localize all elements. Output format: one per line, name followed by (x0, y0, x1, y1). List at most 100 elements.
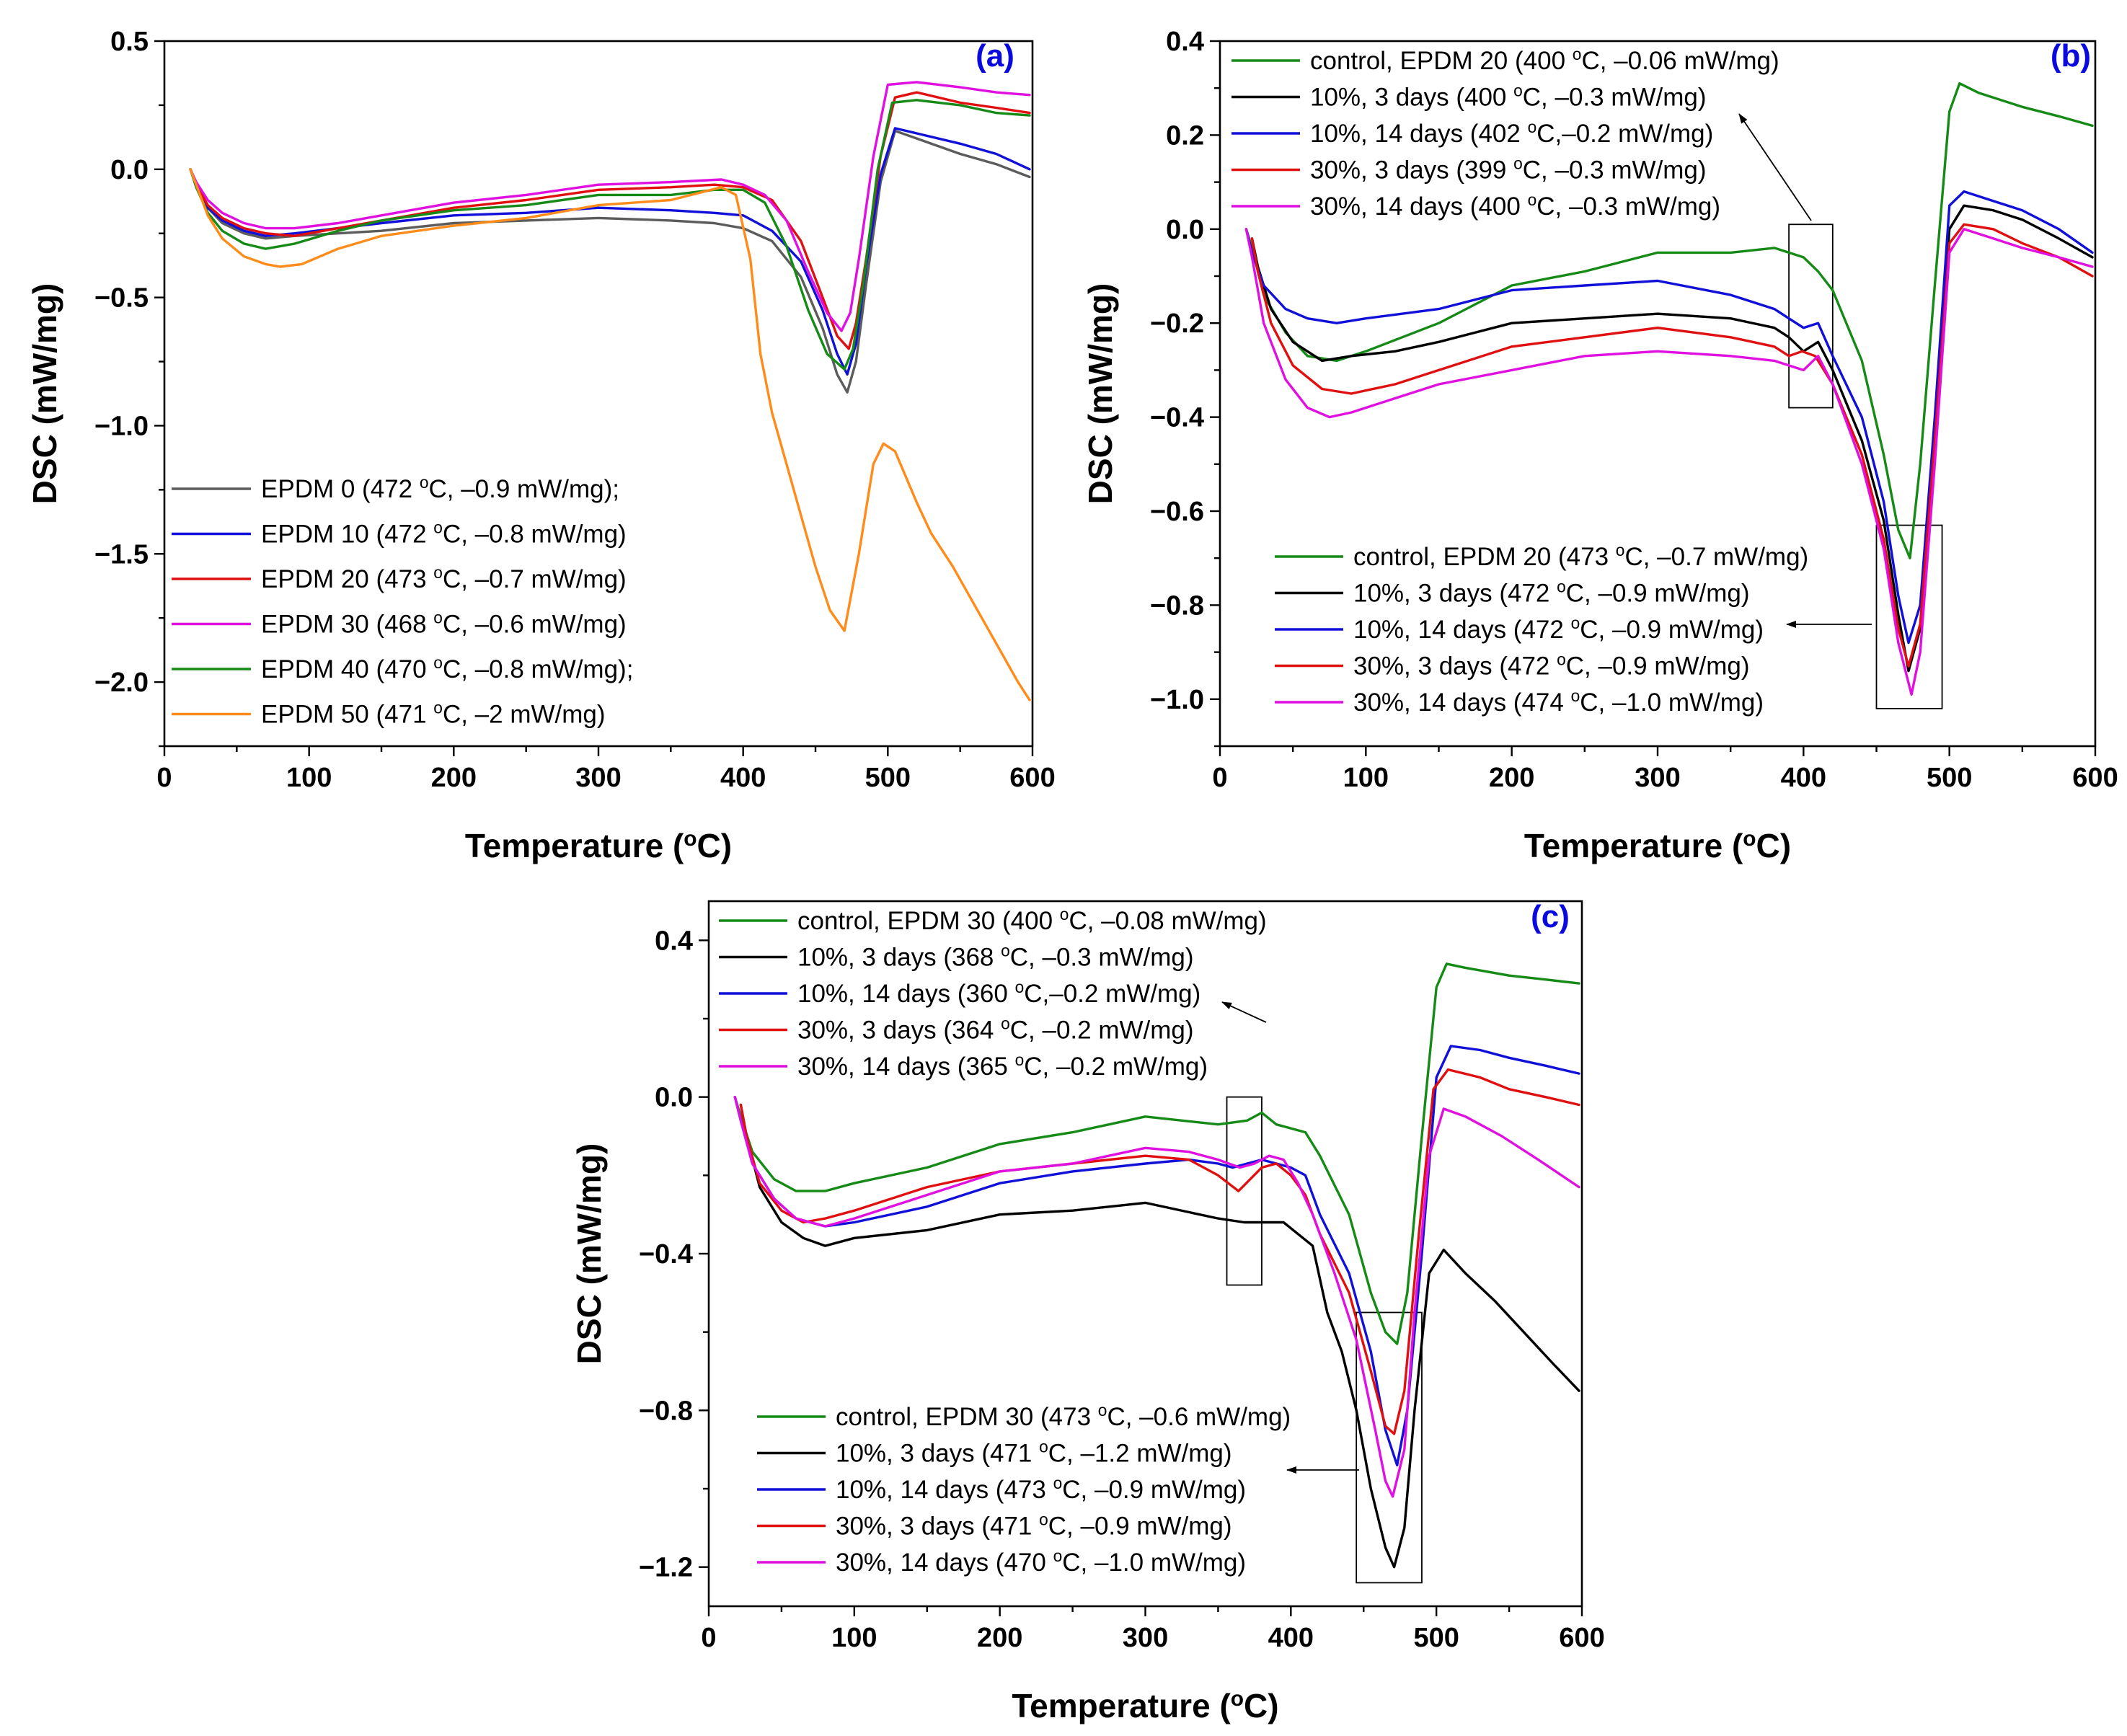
series-line-10-3-days (739, 1103, 1580, 1569)
x-tick-label: 100 (286, 763, 332, 793)
legend-entry-label: 30%, 3 days (364 oC, –0.2 mW/mg) (797, 1014, 1194, 1045)
series-line-epdm-30 (189, 81, 1031, 332)
series-line-30-14-days (733, 1096, 1580, 1498)
legend-0: control, EPDM 20 (400 oC, –0.06 mW/mg) 10… (1231, 45, 1779, 221)
legend-entry-label: 30%, 14 days (474 oC, –1.0 mW/mg) (1353, 686, 1764, 717)
x-tick-label: 0 (701, 1623, 716, 1653)
x-tick-label: 0 (1212, 763, 1227, 793)
series-line-control-epdm-30 (733, 962, 1580, 1345)
legend-entry-label: 10%, 14 days (473 oC, –0.9 mW/mg) (836, 1474, 1246, 1504)
series-line-30-3-days (739, 1068, 1580, 1435)
x-tick-label: 600 (2072, 763, 2118, 793)
legend-entry-label: 10%, 3 days (471 oC, –1.2 mW/mg) (836, 1438, 1232, 1468)
x-tick-label: 500 (865, 763, 911, 793)
series-line-30-14-days (1244, 228, 2094, 696)
legend-entry-label: 10%, 3 days (368 oC, –0.3 mW/mg) (797, 942, 1194, 972)
series-line-epdm-10 (189, 127, 1031, 376)
panel-label: (b) (2051, 38, 2091, 74)
x-axis-title: Temperature (oC) (1524, 827, 1791, 865)
y-tick-label: 0.0 (110, 155, 149, 185)
legend-entry-label: 10%, 14 days (360 oC,–0.2 mW/mg) (797, 978, 1200, 1008)
x-tick-label: 600 (1009, 763, 1055, 793)
legend-entry-label: 30%, 3 days (472 oC, –0.9 mW/mg) (1353, 650, 1750, 681)
y-tick-label: −1.2 (639, 1553, 693, 1583)
legend-entry-label: 30%, 14 days (400 oC, –0.3 mW/mg) (1310, 190, 1720, 221)
legend-entry-label: 30%, 3 days (399 oC, –0.3 mW/mg) (1310, 154, 1707, 185)
legend-entry-label: control, EPDM 20 (473 oC, –0.7 mW/mg) (1353, 541, 1808, 571)
highlight-box-0 (1788, 223, 1834, 409)
x-tick-label: 300 (1635, 763, 1680, 793)
legend-entry-label: EPDM 40 (470 oC, –0.8 mW/mg); (261, 653, 633, 683)
panel-label: (a) (976, 38, 1014, 74)
x-tick-label: 200 (1489, 763, 1534, 793)
series-line-epdm-0 (189, 129, 1031, 394)
legend-entry-label: 30%, 3 days (471 oC, –0.9 mW/mg) (836, 1510, 1232, 1541)
legend-entry-label: EPDM 0 (472 oC, –0.9 mW/mg); (261, 473, 619, 503)
legend-entry-label: EPDM 50 (471 oC, –2 mW/mg) (261, 699, 606, 729)
y-tick-label: −0.8 (639, 1396, 693, 1426)
panel-label: (c) (1531, 899, 1570, 934)
x-tick-label: 600 (1559, 1623, 1604, 1653)
x-tick-label: 0 (156, 763, 172, 793)
highlight-box-1 (1356, 1311, 1423, 1584)
y-tick-label: −0.8 (1150, 590, 1204, 621)
series-line-control-epdm-20 (1244, 82, 2094, 559)
legend-entry-label: EPDM 10 (472 oC, –0.8 mW/mg) (261, 518, 627, 549)
x-tick-label: 400 (720, 763, 766, 793)
y-tick-label: −0.6 (1150, 497, 1204, 527)
series-line-10-14-days (1244, 190, 2094, 645)
y-axis-title: DSC (mW/mg) (1082, 283, 1119, 505)
y-tick-label: −0.4 (639, 1239, 693, 1270)
x-tick-label: 100 (831, 1623, 877, 1653)
x-tick-label: 400 (1268, 1623, 1314, 1653)
plot-frame (163, 40, 1034, 748)
x-axis-title: Temperature (oC) (1012, 1687, 1278, 1725)
y-axis-title: DSC (mW/mg) (26, 283, 63, 505)
y-tick-label: −2.0 (94, 668, 149, 698)
pointer-arrow-0 (1221, 1001, 1267, 1023)
legend-entry-label: control, EPDM 20 (400 oC, –0.06 mW/mg) (1310, 45, 1779, 75)
y-tick-label: −1.5 (94, 539, 149, 570)
legend-entry-label: EPDM 20 (473 oC, –0.7 mW/mg) (261, 563, 627, 593)
legend-entry-label: 10%, 3 days (400 oC, –0.3 mW/mg) (1310, 81, 1707, 112)
x-tick-label: 400 (1781, 763, 1826, 793)
y-tick-label: 0.4 (655, 926, 693, 956)
x-tick-label: 100 (1343, 763, 1389, 793)
x-tick-label: 300 (575, 763, 621, 793)
y-tick-label: −0.5 (94, 283, 149, 314)
x-tick-label: 300 (1123, 1623, 1168, 1653)
legend-1: control, EPDM 30 (473 oC, –0.6 mW/mg) 10%… (757, 1401, 1291, 1577)
y-tick-label: −0.2 (1150, 309, 1204, 339)
y-tick-label: −0.4 (1150, 403, 1204, 433)
y-tick-label: −1.0 (1150, 685, 1204, 715)
pointer-arrow-0 (1738, 113, 1812, 221)
y-tick-label: −1.0 (94, 411, 149, 441)
panel-c: 0 100 200 300 400 500 600 −1.2 −0.8 −0.4 0.0 0.4 Tem… (570, 899, 1605, 1724)
legend-entry-label: 30%, 14 days (470 oC, –1.0 mW/mg) (836, 1546, 1246, 1577)
y-tick-label: 0.0 (655, 1083, 693, 1113)
y-tick-label: 0.0 (1166, 215, 1204, 245)
x-tick-label: 200 (431, 763, 477, 793)
legend-entry-label: 10%, 3 days (472 oC, –0.9 mW/mg) (1353, 577, 1750, 608)
y-tick-label: 0.5 (110, 27, 149, 57)
series-line-epdm-50 (189, 168, 1031, 701)
legend-0: control, EPDM 30 (400 oC, –0.08 mW/mg) 10… (719, 905, 1267, 1081)
y-tick-label: 0.4 (1166, 27, 1204, 57)
y-tick-label: 0.2 (1166, 120, 1204, 151)
panel-a: 0 100 200 300 400 500 600 −2.0 −1.5 −1.0 −0.5 0.0 0.… (26, 27, 1056, 864)
legend-entry-label: EPDM 30 (468 oC, –0.6 mW/mg) (261, 608, 627, 639)
x-tick-label: 500 (1413, 1623, 1459, 1653)
legend-entry-label: 30%, 14 days (365 oC, –0.2 mW/mg) (797, 1050, 1208, 1081)
highlight-box-1 (1875, 524, 1943, 709)
x-axis-title: Temperature (oC) (465, 827, 732, 865)
series-line-30-3-days (1250, 223, 2094, 668)
y-axis-title: DSC (mW/mg) (570, 1143, 608, 1365)
panel-b: 0 100 200 300 400 500 600 −1.0 −0.8 −0.6 −0.4 −0.2 0… (1082, 27, 2118, 864)
legend-0: EPDM 0 (472 oC, –0.9 mW/mg); EPDM 10 (472… (172, 473, 633, 729)
legend-1: control, EPDM 20 (473 oC, –0.7 mW/mg) 10%… (1275, 541, 1808, 717)
legend-entry-label: 10%, 14 days (472 oC, –0.9 mW/mg) (1353, 614, 1764, 644)
legend-entry-label: control, EPDM 30 (400 oC, –0.08 mW/mg) (797, 905, 1267, 935)
legend-entry-label: control, EPDM 30 (473 oC, –0.6 mW/mg) (836, 1401, 1291, 1431)
highlight-box-0 (1226, 1096, 1263, 1286)
